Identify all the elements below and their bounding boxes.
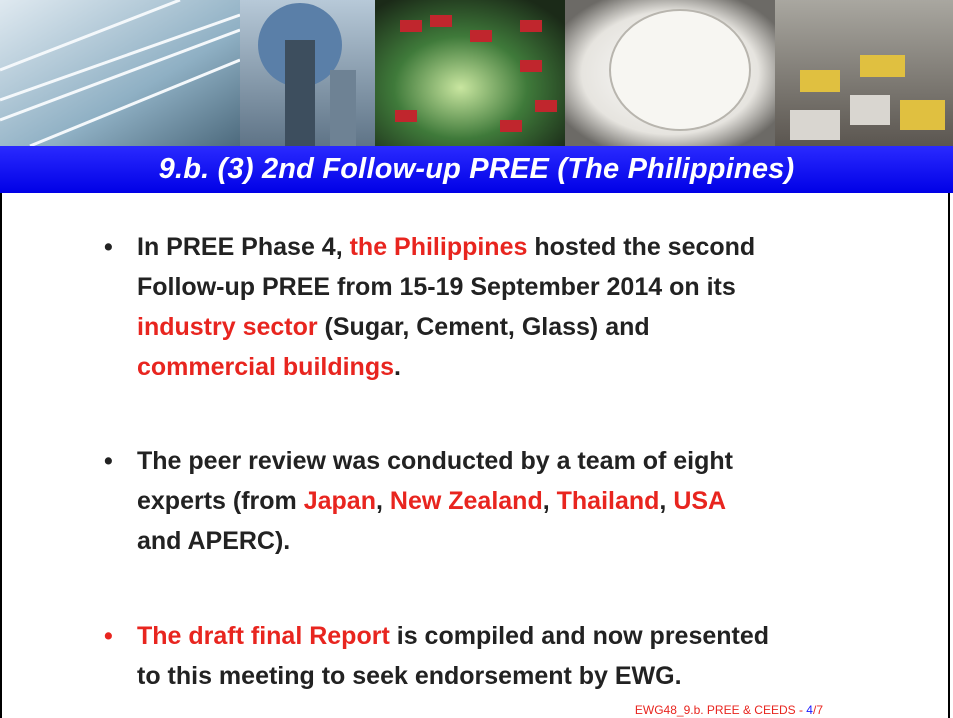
bullet-line: Follow-up PREE from 15-19 September 2014…	[137, 273, 736, 302]
bullet-line: In PREE Phase 4, the Philippines hosted …	[137, 233, 755, 262]
slide-title: 9.b. (3) 2nd Follow-up PREE (The Philipp…	[158, 153, 795, 185]
text-run: .	[394, 353, 401, 381]
text-run: is compiled and now presented	[389, 622, 770, 650]
text-run: ,	[542, 487, 557, 515]
title-bar: 9.b. (3) 2nd Follow-up PREE (The Philipp…	[0, 146, 953, 193]
text-run: the Philippines	[349, 233, 528, 261]
text-run: The draft final Report	[137, 622, 390, 650]
text-run: USA	[673, 487, 727, 515]
text-run: and APERC).	[137, 527, 291, 555]
text-run: ,	[659, 487, 674, 515]
text-run: industry sector	[137, 313, 318, 341]
footer: EWG48_9.b. PREE & CEEDS - 4/7	[635, 703, 823, 717]
text-run: hosted the second	[527, 233, 756, 261]
text-run: New Zealand	[389, 487, 543, 515]
bullet-line: to this meeting to seek endorsement by E…	[137, 662, 682, 691]
bullet-line: The peer review was conducted by a team …	[137, 447, 733, 476]
footer-run: /7	[812, 703, 823, 717]
text-run: experts (from	[137, 487, 304, 515]
bullet-line: industry sector (Sugar, Cement, Glass) a…	[137, 313, 650, 342]
bullet-dot: •	[104, 233, 113, 261]
bullet-line: The draft final Report is compiled and n…	[137, 622, 769, 651]
text-run: Japan	[303, 487, 376, 515]
text-run: to this meeting to seek endorsement by E…	[137, 662, 682, 690]
footer-run: 4	[806, 703, 813, 717]
text-run: The peer review was conducted by a team …	[137, 447, 733, 475]
bullet-dot: •	[104, 447, 113, 475]
bullet-line: experts (from Japan, New Zealand, Thaila…	[137, 487, 726, 516]
text-run: Follow-up PREE from 15-19 September 2014…	[137, 273, 736, 301]
slide-frame	[0, 193, 950, 718]
text-run: (Sugar, Cement, Glass) and	[317, 313, 650, 341]
footer-run: EWG48_9.b. PREE & CEEDS -	[634, 703, 807, 717]
text-run: ,	[375, 487, 390, 515]
text-run: Thailand	[556, 487, 660, 515]
bullet-line: and APERC).	[137, 527, 290, 556]
banner-image	[0, 0, 953, 146]
bullet-dot: •	[104, 622, 113, 650]
text-run: In PREE Phase 4,	[137, 233, 350, 261]
bullet-line: commercial buildings.	[137, 353, 401, 382]
text-run: commercial buildings	[137, 353, 395, 381]
